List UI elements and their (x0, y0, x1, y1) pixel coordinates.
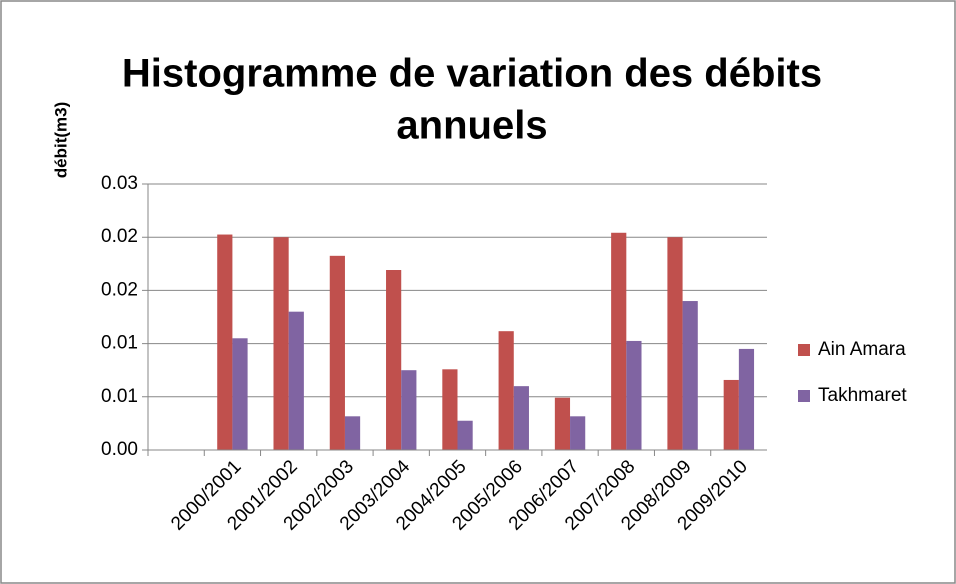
bar (570, 416, 586, 450)
legend-label: Takhmaret (818, 385, 907, 406)
bar (401, 370, 417, 450)
legend-swatch (798, 390, 810, 402)
bar (611, 232, 627, 450)
legend-swatch (798, 344, 810, 356)
chart-title: Histogramme de variation des débits (122, 52, 822, 96)
bar (232, 338, 248, 450)
bar (498, 331, 514, 450)
bar (723, 379, 739, 450)
bar (457, 420, 473, 450)
legend-label: Ain Amara (818, 339, 906, 360)
y-tick-label: 0.01 (101, 386, 138, 407)
y-tick-label: 0.02 (101, 226, 138, 247)
bar (738, 348, 755, 450)
bar (667, 237, 683, 450)
y-tick-label: 0.01 (101, 333, 138, 354)
y-tick-label: 0.03 (101, 173, 138, 194)
chart-title: annuels (396, 104, 547, 148)
y-axis-label: débit(m3) (51, 102, 70, 179)
bar (288, 311, 304, 450)
bar (344, 416, 361, 450)
bar (513, 386, 529, 450)
bar (273, 237, 289, 450)
bar (442, 369, 458, 450)
bar (329, 255, 345, 450)
bar (682, 301, 698, 450)
y-tick-label: 0.02 (101, 279, 138, 300)
y-tick-label: 0.00 (101, 439, 138, 460)
bar (386, 270, 402, 450)
bar (626, 340, 642, 450)
bar (554, 397, 571, 450)
bar (217, 234, 233, 450)
